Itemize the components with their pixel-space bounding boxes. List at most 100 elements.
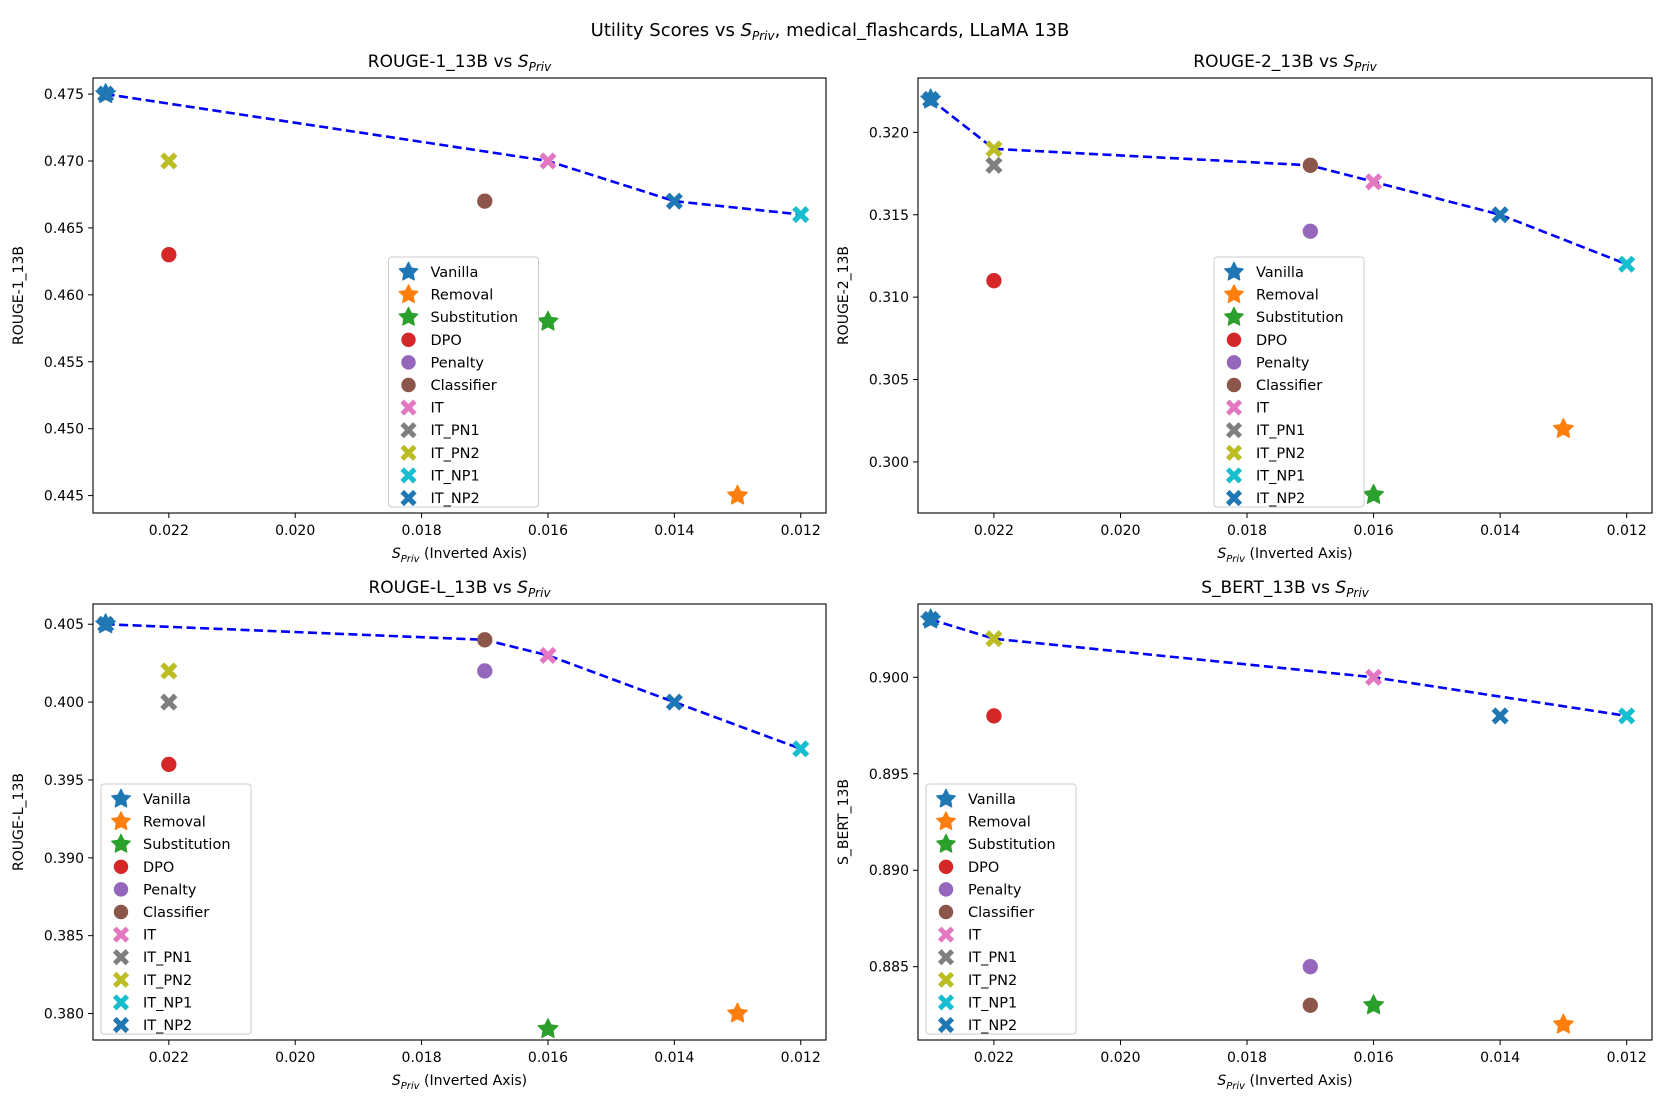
point-it-np1 [792,740,810,758]
point-it-np2 [1491,206,1509,224]
legend-label-removal: Removal [431,288,494,304]
legend-marker-removal [111,811,131,831]
legend-label-removal: Removal [143,815,206,831]
legend-frame [1213,256,1365,508]
legend-marker-dpo [1226,332,1242,348]
point-it-np2 [922,90,940,108]
pareto-frontier-line [105,622,802,751]
legend-marker-it-np1 [400,467,417,484]
legend-label-penalty: Penalty [431,355,485,371]
y-tick-label: 0.885 [869,960,909,976]
y-tick-label: 0.900 [869,670,909,686]
legend-label-it: IT [1256,401,1269,417]
legend-label-substitution: Substitution [143,837,231,853]
subplot-rouge-2-13b: ROUGE-2_13B vs SPriv 0.022 0.020 0.018 0.016… [836,52,1653,565]
legend-marker-vanilla [398,261,419,281]
point-removal [1552,1013,1574,1034]
legend-label-it-np2: IT_NP2 [431,491,480,507]
point-removal [727,484,748,505]
legend-marker-removal [936,811,956,831]
legend-label-removal: Removal [1256,288,1319,304]
legend-label-classifier: Classifier [1256,378,1322,394]
subplot-title: S_BERT_13B vs SPriv [1201,578,1369,600]
y-tick-label: 0.455 [44,355,84,371]
x-tick-label: 0.014 [654,523,694,539]
legend-marker-it-np2 [112,1016,130,1034]
point-dpo [161,756,177,773]
y-tick-label: 0.400 [44,695,84,711]
legend-marker-it-pn2 [937,971,955,988]
legend-marker-it [400,399,417,416]
legend: Vanilla Removal Substitution DPO Penalty Clas… [1213,256,1365,508]
subplot-title: ROUGE-2_13B vs SPriv [1193,52,1377,74]
x-axis-label: SPriv (Inverted Axis) [1217,546,1352,565]
y-tick-label: 0.390 [44,851,84,867]
y-axis-label: S_BERT_13B [836,779,852,865]
y-tick-label: 0.470 [44,154,84,170]
legend-marker-substitution [111,833,131,853]
y-tick-label: 0.300 [869,455,909,471]
legend-label-it-pn1: IT_PN1 [143,950,192,966]
legend-marker-penalty [938,882,954,897]
point-it-pn1 [160,693,178,711]
y-tick-label: 0.465 [44,221,84,237]
legend-marker-dpo [113,859,129,875]
point-classifier [1302,157,1318,173]
point-it-pn2 [985,140,1003,158]
y-tick-label: 0.460 [44,288,84,304]
legend-label-dpo: DPO [143,860,174,876]
legend-marker-classifier [1226,377,1242,393]
pareto-frontier-line [105,92,801,216]
legend-marker-it-pn2 [1225,444,1243,461]
pareto-frontier-line [930,618,1627,718]
legend-marker-penalty [401,355,416,370]
legend: Vanilla Removal Substitution DPO Penalty Clas… [388,256,539,508]
point-it-pn2 [985,630,1003,648]
legend-label-it-np1: IT_NP1 [431,468,480,484]
x-tick-label: 0.020 [1100,1050,1140,1066]
legend-marker-penalty [113,882,129,897]
point-dpo [986,273,1002,289]
x-tick-label: 0.018 [402,1050,442,1066]
x-axis-label: SPriv (Inverted Axis) [392,546,527,565]
y-tick-label: 0.475 [44,87,84,103]
legend-frame [100,783,252,1035]
legend-label-vanilla: Vanilla [431,265,479,281]
point-substitution [537,310,559,331]
legend-label-it-pn2: IT_PN2 [431,446,480,462]
legend-label-it-pn2: IT_PN2 [143,973,192,989]
x-tick-label: 0.014 [1480,1050,1520,1066]
legend-label-classifier: Classifier [143,905,209,921]
figure-title: Utility Scores vs SPriv, medical_flashca… [591,20,1070,43]
y-tick-label: 0.320 [869,125,909,141]
x-tick-label: 0.018 [402,523,442,539]
legend-marker-it-pn1 [937,949,955,966]
subplot-rouge-l-13b: ROUGE-L_13B vs SPriv 0.022 0.020 0.018 0.016… [11,578,827,1092]
point-classifier [1302,997,1318,1013]
legend-label-it-np1: IT_NP1 [1256,468,1305,484]
legend-marker-it-np2 [400,489,417,507]
legend-label-it-np1: IT_NP1 [968,995,1017,1011]
legend-label-removal: Removal [968,815,1031,831]
point-penalty [1302,223,1318,239]
legend-marker-penalty [1226,355,1242,370]
y-tick-label: 0.890 [869,863,909,879]
legend-marker-it-np1 [937,994,955,1011]
legend-label-substitution: Substitution [431,310,519,326]
point-removal [727,1002,748,1023]
x-tick-label: 0.014 [654,1050,694,1066]
y-tick-label: 0.310 [869,290,909,306]
point-it-np1 [1618,255,1636,273]
axes-frame [917,77,1653,514]
point-it-pn1 [985,156,1003,174]
point-it [539,152,557,170]
x-tick-label: 0.016 [528,523,568,539]
x-tick-label: 0.020 [275,523,315,539]
x-tick-label: 0.016 [1354,523,1394,539]
legend-label-it-pn1: IT_PN1 [431,423,480,439]
point-it-np2 [1491,707,1509,725]
legend-label-it-pn1: IT_PN1 [1256,423,1305,439]
point-it-np2 [665,192,683,210]
legend-label-it-np2: IT_NP2 [968,1018,1017,1034]
legend-label-penalty: Penalty [1256,355,1310,371]
